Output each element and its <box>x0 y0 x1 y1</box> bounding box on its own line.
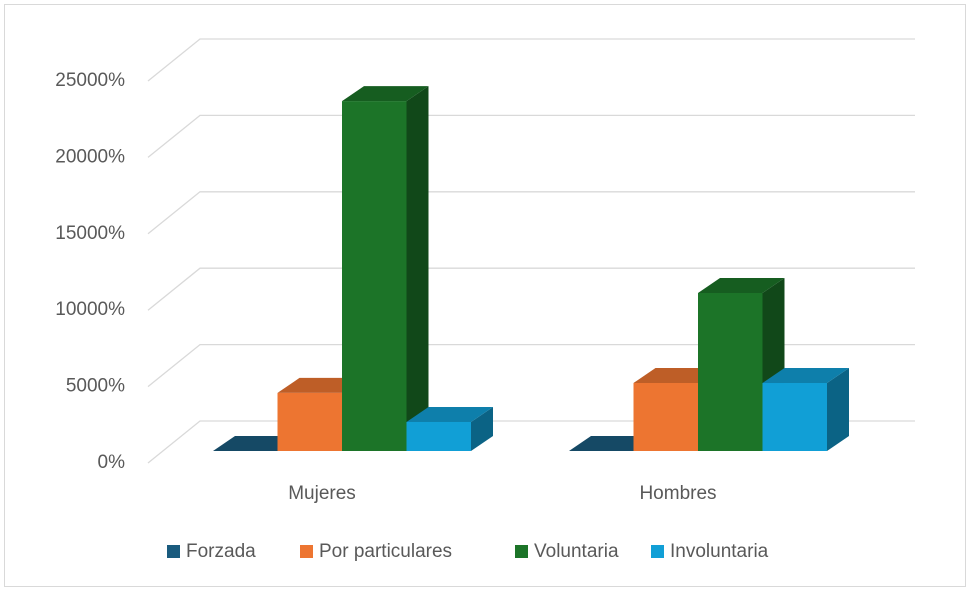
y-tick-label: 25000% <box>55 70 125 91</box>
bar <box>698 278 785 451</box>
bar <box>762 368 849 451</box>
bar-front <box>406 421 471 451</box>
bar-top <box>698 278 785 294</box>
chart-border <box>4 4 966 587</box>
bar-top <box>762 368 849 384</box>
bar-front <box>342 101 407 451</box>
legend-label: Voluntaria <box>534 541 619 562</box>
bar <box>342 86 429 451</box>
x-tick-label: Mujeres <box>288 483 356 504</box>
y-tick-label: 15000% <box>55 223 125 244</box>
y-tick-label: 5000% <box>66 376 125 397</box>
grid-line <box>147 114 915 158</box>
bar-side <box>471 406 493 451</box>
y-tick-label: 0% <box>98 452 126 473</box>
bar-front <box>698 293 763 451</box>
legend-swatch <box>167 545 180 558</box>
x-tick-label: Hombres <box>639 483 716 504</box>
legend-label: Forzada <box>186 541 256 562</box>
grid-line <box>147 343 915 388</box>
legend-swatch <box>651 545 664 558</box>
grid-line <box>147 191 915 235</box>
legend-label: Por particulares <box>319 541 452 562</box>
bar-side <box>827 368 849 451</box>
bar <box>406 406 493 451</box>
bar-top <box>342 86 429 102</box>
bar-top <box>406 406 493 422</box>
legend-label: Involuntaria <box>670 541 769 562</box>
legend-swatch <box>515 545 528 558</box>
legend-swatch <box>300 545 313 558</box>
bar-front <box>762 383 827 451</box>
bar-side <box>406 86 429 451</box>
grid-line <box>147 38 915 82</box>
y-tick-label: 10000% <box>55 299 125 320</box>
grid-line <box>147 267 915 311</box>
bar-front <box>633 383 698 451</box>
y-tick-label: 20000% <box>55 146 125 167</box>
bar-front <box>277 392 342 451</box>
